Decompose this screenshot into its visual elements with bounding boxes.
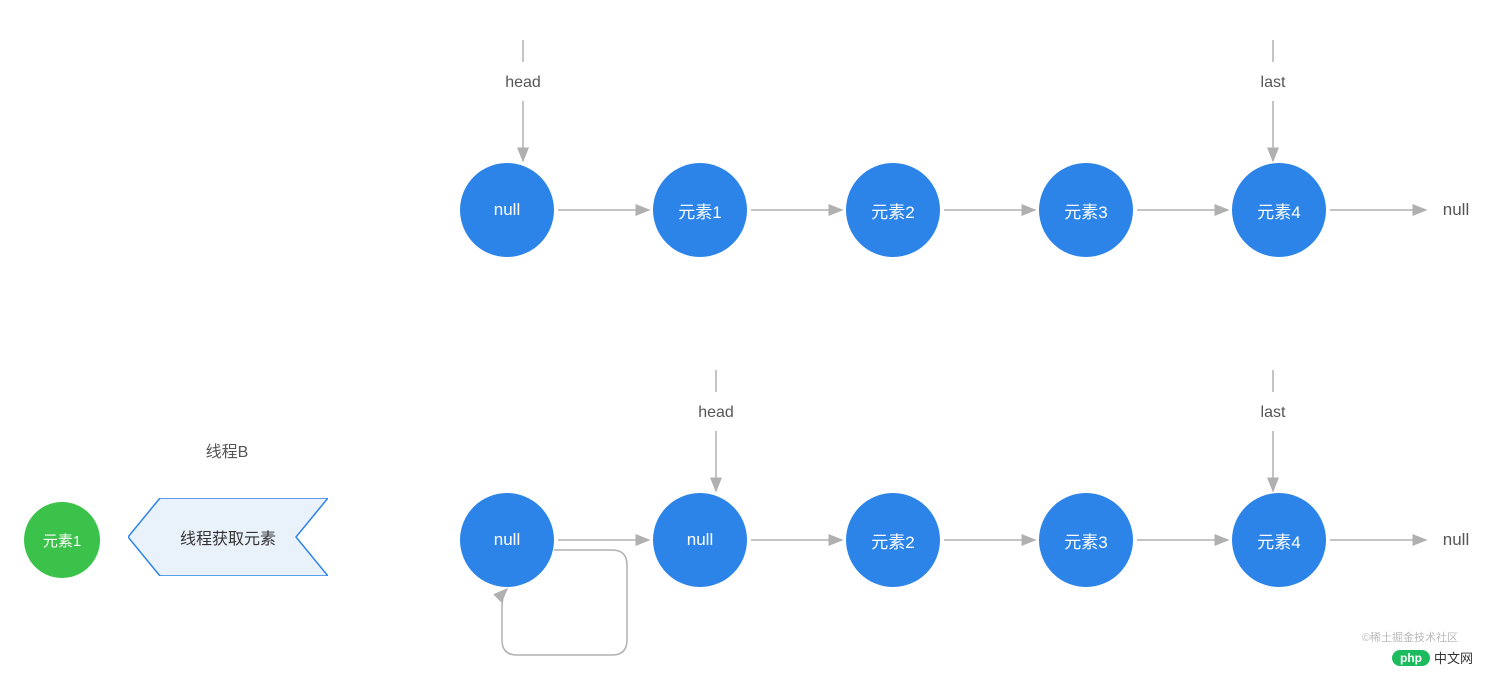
row2-node-1: null (653, 493, 747, 587)
row1-node-2: 元素2 (846, 163, 940, 257)
thread-arrow-label: 线程获取元素 (180, 525, 276, 549)
row2-node-0: null (460, 493, 554, 587)
green-node-element1: 元素1 (24, 502, 100, 578)
row2-last-label: last (1261, 404, 1286, 422)
row2-node-3: 元素3 (1039, 493, 1133, 587)
watermark-text: 中文网 (1434, 648, 1473, 667)
row1-null-end: null (1443, 200, 1469, 220)
site-watermark: php 中文网 (1392, 648, 1473, 667)
source-watermark: ©稀土掘金技术社区 (1362, 629, 1458, 645)
row2-null-end: null (1443, 530, 1469, 550)
linked-list-diagram: null 元素1 元素2 元素3 元素4 null null 元素2 元素3 元素4 元素1 hea… (0, 0, 1488, 675)
row2-node-2: 元素2 (846, 493, 940, 587)
row1-head-label: head (505, 74, 541, 92)
row1-node-1: 元素1 (653, 163, 747, 257)
php-badge: php (1392, 650, 1430, 666)
row2-node-4: 元素4 (1232, 493, 1326, 587)
row1-last-label: last (1261, 74, 1286, 92)
row2-head-label: head (698, 404, 734, 422)
row1-node-3: 元素3 (1039, 163, 1133, 257)
row1-node-4: 元素4 (1232, 163, 1326, 257)
thread-b-title: 线程B (206, 438, 249, 462)
row1-node-0: null (460, 163, 554, 257)
